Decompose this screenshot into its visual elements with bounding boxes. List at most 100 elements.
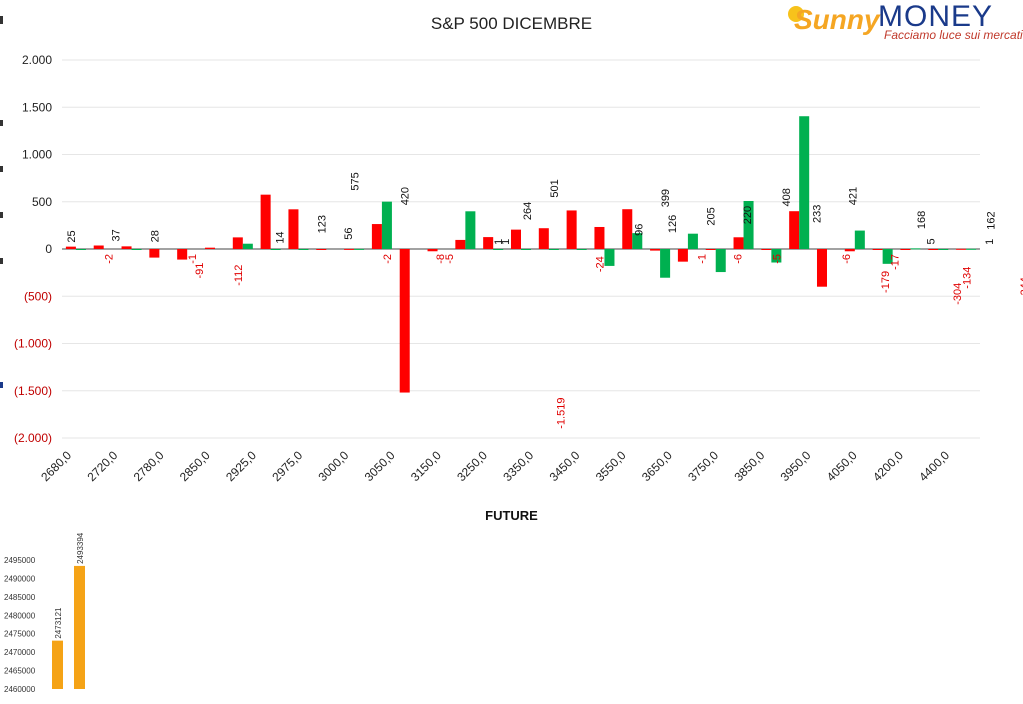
bar-red — [594, 226, 605, 249]
bar-red — [872, 249, 883, 250]
x-tick-label: 2680,0 — [38, 448, 74, 484]
x-tick-label: 3550,0 — [593, 448, 629, 484]
x-tick-label: 3150,0 — [408, 448, 444, 484]
bar-red — [733, 237, 744, 249]
y-tick-label: (1.000) — [14, 337, 52, 351]
edge-mark — [0, 166, 3, 172]
x-tick-label: 3450,0 — [547, 448, 583, 484]
future-y-tick-label: 2475000 — [4, 630, 36, 639]
bar-red — [232, 237, 243, 249]
data-label: 96 — [633, 224, 645, 236]
y-tick-label: 1.500 — [22, 100, 52, 114]
x-tick-label: 2925,0 — [223, 448, 259, 484]
bar-red — [371, 224, 382, 249]
data-label: 205 — [706, 207, 718, 225]
bar-green — [799, 116, 810, 249]
bar-red — [844, 249, 855, 252]
data-label: 399 — [660, 189, 672, 207]
bar-red — [455, 239, 466, 249]
bar-red — [65, 246, 76, 249]
bar-green — [298, 249, 309, 250]
bar-red — [316, 249, 327, 250]
future-bar — [52, 640, 63, 689]
data-label: 123 — [316, 215, 328, 233]
bar-red — [121, 246, 132, 249]
y-tick-label: 500 — [32, 195, 52, 209]
y-tick-label: (1.500) — [14, 384, 52, 398]
bar-red — [260, 194, 271, 249]
bar-green — [521, 249, 532, 250]
future-y-tick-label: 2465000 — [4, 667, 36, 676]
data-label: 37 — [110, 229, 122, 241]
data-label: 420 — [400, 187, 412, 205]
x-tick-label: 4200,0 — [870, 448, 906, 484]
future-title: FUTURE — [485, 508, 538, 523]
data-label: 220 — [742, 206, 754, 224]
data-label: -112 — [233, 265, 245, 286]
bar-red — [816, 249, 827, 287]
data-label: -8 — [435, 254, 447, 264]
sunny-money-logo: Sunny MONEY Facciamo luce sui mercati — [786, 0, 1023, 46]
bar-red — [177, 249, 188, 260]
bar-green — [381, 201, 392, 249]
bar-green — [270, 249, 281, 250]
bar-red — [149, 249, 160, 258]
x-tick-label: 3250,0 — [454, 448, 490, 484]
chart-title: S&P 500 DICEMBRE — [430, 14, 593, 33]
x-tick-label: 3950,0 — [778, 448, 814, 484]
future-y-tick-label: 2460000 — [4, 685, 36, 694]
data-label: -2 — [104, 254, 116, 264]
x-tick-label: 3750,0 — [685, 448, 721, 484]
future-data-label: 2473121 — [54, 607, 63, 639]
bar-red — [761, 249, 772, 250]
bar-red — [622, 209, 633, 249]
future-bar-chart: 2495000 2490000 2485000 2480000 2475000 24700… — [4, 532, 85, 694]
bar-green — [131, 249, 142, 250]
data-label: -1 — [696, 254, 708, 264]
data-label: 56 — [343, 227, 355, 239]
y-tick-label: 1.000 — [22, 148, 52, 162]
bar-green — [882, 249, 893, 264]
x-tick-label: 3000,0 — [316, 448, 352, 484]
data-label: 5 — [925, 238, 937, 244]
bar-green — [632, 233, 643, 249]
data-label: -91 — [194, 263, 206, 279]
x-tick-label: 2720,0 — [84, 448, 120, 484]
bar-green — [493, 249, 504, 250]
future-bar — [74, 565, 85, 689]
bar-green — [687, 233, 698, 249]
x-tick-label: 3850,0 — [731, 448, 767, 484]
bar-red — [288, 209, 299, 249]
bar-green — [576, 249, 587, 250]
bar-red — [650, 249, 661, 251]
data-label: 1 — [500, 239, 512, 245]
data-label: 14 — [275, 231, 287, 243]
data-label: -1.519 — [556, 398, 568, 429]
data-label: 1 — [984, 239, 996, 245]
data-label: -6 — [732, 254, 744, 264]
bar-red — [900, 249, 911, 250]
bar-green — [548, 249, 559, 250]
y-tick-label: (2.000) — [14, 431, 52, 445]
x-tick-label: 3050,0 — [362, 448, 398, 484]
x-tick-label: 3650,0 — [639, 448, 675, 484]
future-y-tick-label: 2490000 — [4, 574, 36, 583]
data-label: 162 — [986, 211, 998, 229]
bar-red — [705, 249, 716, 250]
bar-red — [483, 237, 494, 249]
data-label: -2 — [382, 254, 394, 264]
bar-green — [75, 249, 86, 250]
bar-red — [344, 248, 355, 250]
data-label: -244 — [1019, 277, 1023, 299]
x-tick-label: 4400,0 — [916, 448, 952, 484]
logo-tagline: Facciamo luce sui mercati — [884, 28, 1023, 42]
bar-green — [660, 249, 671, 278]
future-y-tick-label: 2495000 — [4, 556, 36, 565]
future-y-tick-label: 2470000 — [4, 648, 36, 657]
bar-green — [771, 249, 782, 263]
bar-green — [604, 249, 615, 266]
bar-red — [538, 228, 549, 249]
data-label: 264 — [522, 202, 534, 220]
bar-red — [677, 249, 688, 262]
sp500-bar-chart: 2.000 1.500 1.000 500 0 (500) (1.000) (1.500) (2… — [14, 53, 1023, 484]
